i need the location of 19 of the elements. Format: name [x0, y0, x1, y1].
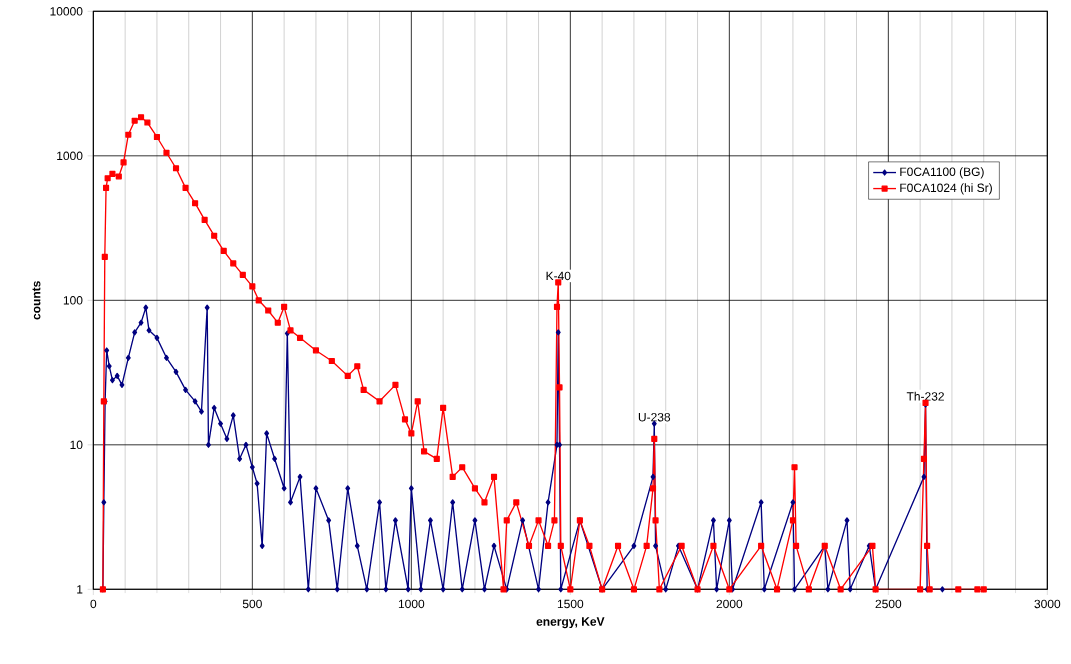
- x-tick-label: 0: [90, 599, 97, 609]
- x-tick-label: 1000: [398, 599, 425, 609]
- legend-label: F0CA1100 (BG): [900, 167, 984, 179]
- y-tick-label: 100: [63, 296, 83, 305]
- annotation: Th-232: [906, 391, 944, 401]
- x-tick-label: 500: [242, 599, 262, 609]
- x-tick-label: 2500: [875, 599, 902, 609]
- y-axis-title: counts: [32, 281, 41, 320]
- x-tick-label: 1500: [557, 599, 584, 609]
- x-axis-title: energy, KeV: [536, 617, 605, 629]
- x-tick-label: 2000: [716, 599, 743, 609]
- y-tick-label: 10: [70, 440, 83, 450]
- y-tick-label: 1: [77, 585, 83, 594]
- y-tick-label: 10000: [50, 7, 83, 16]
- legend-label: F0CA1024 (hi Sr): [900, 183, 992, 195]
- x-tick-label: 3000: [1034, 599, 1061, 609]
- annotation: U-238: [638, 412, 671, 422]
- annotation: K-40: [546, 271, 571, 281]
- y-tick-label: 1000: [57, 151, 83, 161]
